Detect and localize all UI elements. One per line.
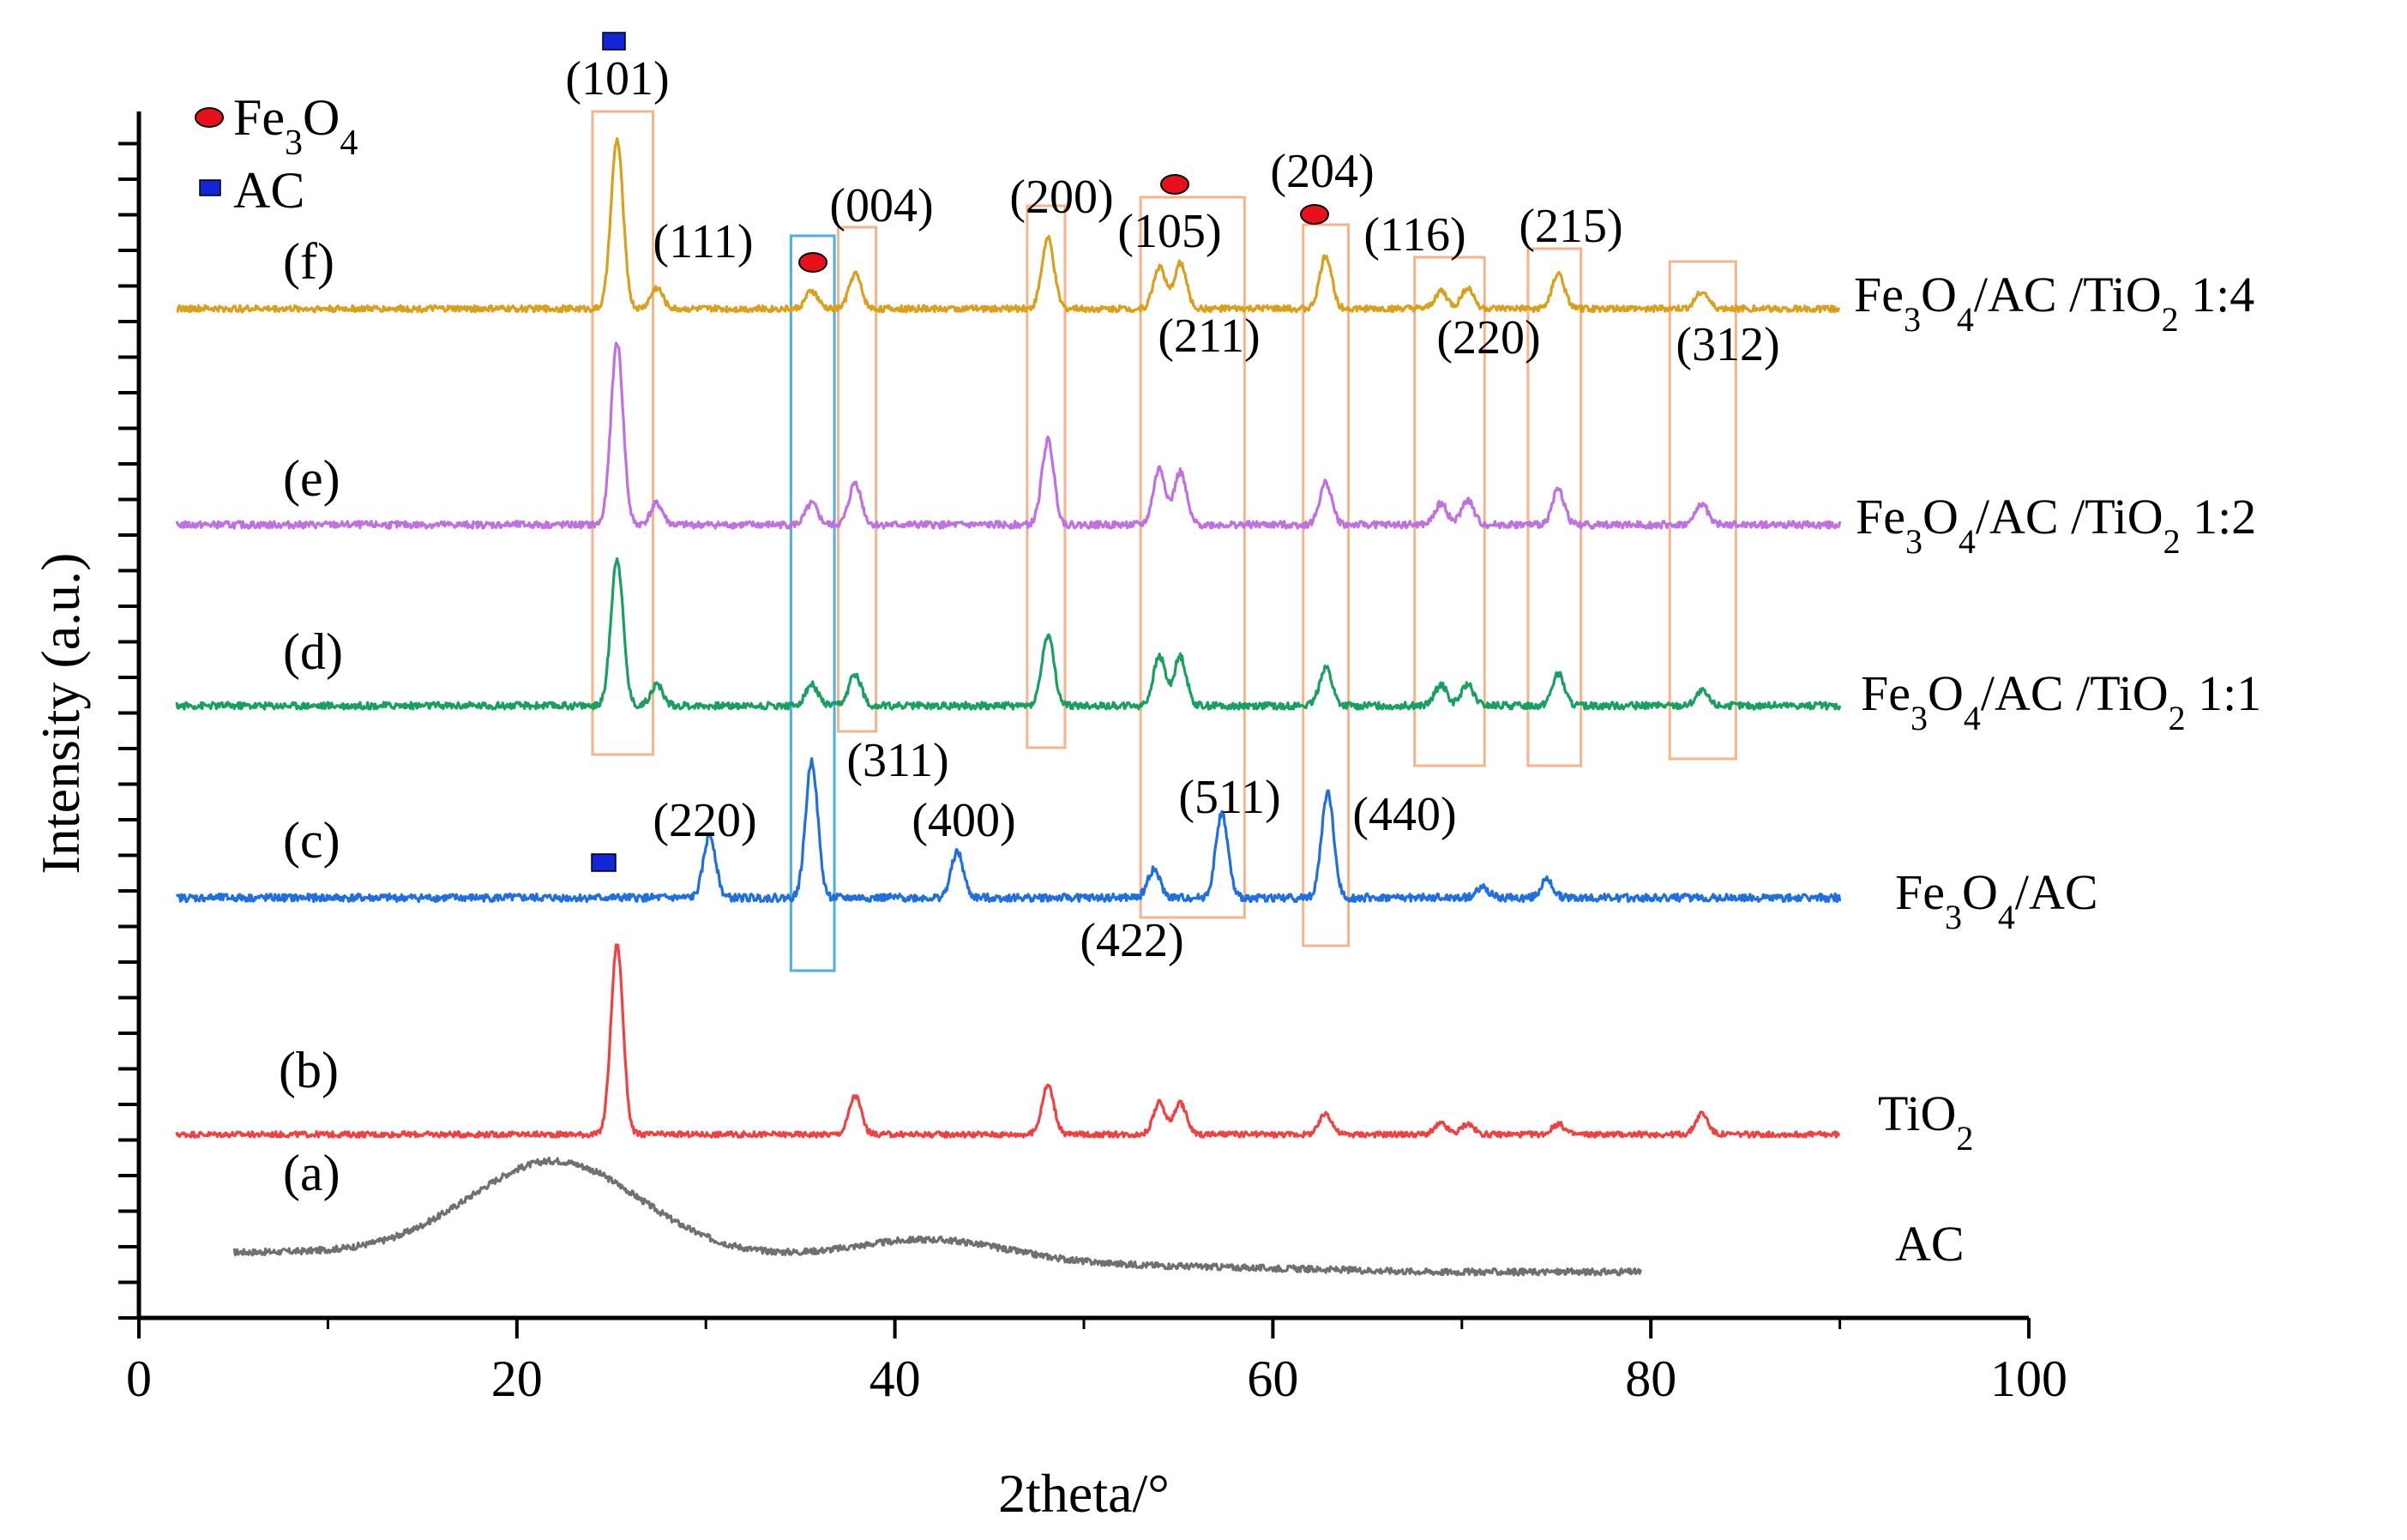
x-tick-label: 100 [1990,1351,2067,1407]
x-tick-label: 60 [1247,1351,1298,1407]
series-name-1: TiO2 [1878,1086,1973,1158]
series-name-3: Fe3O4/AC /TiO2 1:1 [1861,665,2261,737]
series-tag-3: (d) [283,623,343,680]
series-name-5: Fe3O4/AC /TiO2 1:4 [1854,267,2254,339]
series-tag-0: (a) [283,1145,340,1201]
legend-marker-ac [199,179,221,196]
highlight-box-3 [1026,204,1067,749]
axes: 0 20 40 60 80 100 [118,111,2067,1407]
y-ticks [118,141,139,1320]
miller-index-label: (511) [1178,771,1280,824]
miller-index-label: (312) [1676,318,1779,371]
phase-markers [591,32,1329,872]
highlight-box-8 [1668,260,1737,761]
y-axis-title: Intensity (a.u.) [30,553,91,875]
ac-marker [591,853,617,872]
series-name-4: Fe3O4/AC /TiO2 1:2 [1856,489,2256,561]
miller-index-labels: (101) (111) (004) (200)(105) (204) (116) (215)… [565,52,1779,967]
fe3o4-marker [1160,174,1189,195]
fe3o4-marker [798,252,827,273]
x-tick-label: 80 [1625,1351,1676,1407]
highlight-box-0 [591,110,654,756]
legend-label-1: AC [233,162,304,219]
highlight-box-1 [789,234,836,972]
series-tag-4: (e) [283,450,340,507]
series-line-3 [175,556,1842,711]
miller-index-label: (400) [912,794,1015,847]
series-line-0 [232,1156,1643,1277]
highlight-box-6 [1413,256,1486,767]
legend-marker-fe3o4 [195,107,224,128]
miller-index-label: (105) [1117,205,1221,258]
highlight-boxes [591,110,1737,972]
miller-index-label: (422) [1080,914,1183,967]
miller-index-label: (311) [846,734,948,787]
miller-index-label: (200) [1009,171,1113,224]
fe3o4-marker [1300,204,1329,225]
series-tag-1: (b) [279,1042,339,1098]
miller-index-label: (204) [1270,145,1374,198]
miller-index-label: (220) [1436,311,1540,364]
x-tick-label: 20 [491,1351,543,1407]
miller-index-label: (211) [1158,310,1260,363]
series-line-1 [175,943,1841,1139]
ac-marker [602,32,626,51]
series-line-2 [175,757,1842,904]
miller-index-label: (111) [653,215,753,268]
series-name-2: Fe3O4/AC [1895,864,2098,936]
series-tag-5: (f) [283,233,334,290]
x-axis-title: 2theta/° [998,1463,1170,1524]
miller-index-label: (215) [1519,200,1622,253]
x-ticks: 0 20 40 60 80 100 [126,1318,2067,1407]
miller-index-label: (220) [653,794,756,847]
miller-index-label: (101) [565,52,669,105]
x-tick-label: 0 [126,1351,152,1407]
miller-index-label: (440) [1352,788,1456,841]
highlight-box-4 [1139,196,1246,919]
series-layer: (a) AC (b) TiO2 (c) Fe3O4/AC (d) Fe3O4/AC /TiO2… [175,137,2261,1277]
series-line-4 [175,341,1842,530]
series-tag-2: (c) [283,812,340,869]
miller-index-label: (116) [1363,208,1465,262]
miller-index-label: (004) [829,179,933,232]
highlight-box-7 [1526,247,1583,767]
series-name-0: AC [1895,1216,1965,1272]
series-line-5 [176,137,1841,314]
highlight-box-2 [836,226,878,733]
x-tick-label: 40 [870,1351,921,1407]
highlight-box-5 [1302,223,1351,947]
legend-label-0: Fe3O4 [233,89,358,163]
